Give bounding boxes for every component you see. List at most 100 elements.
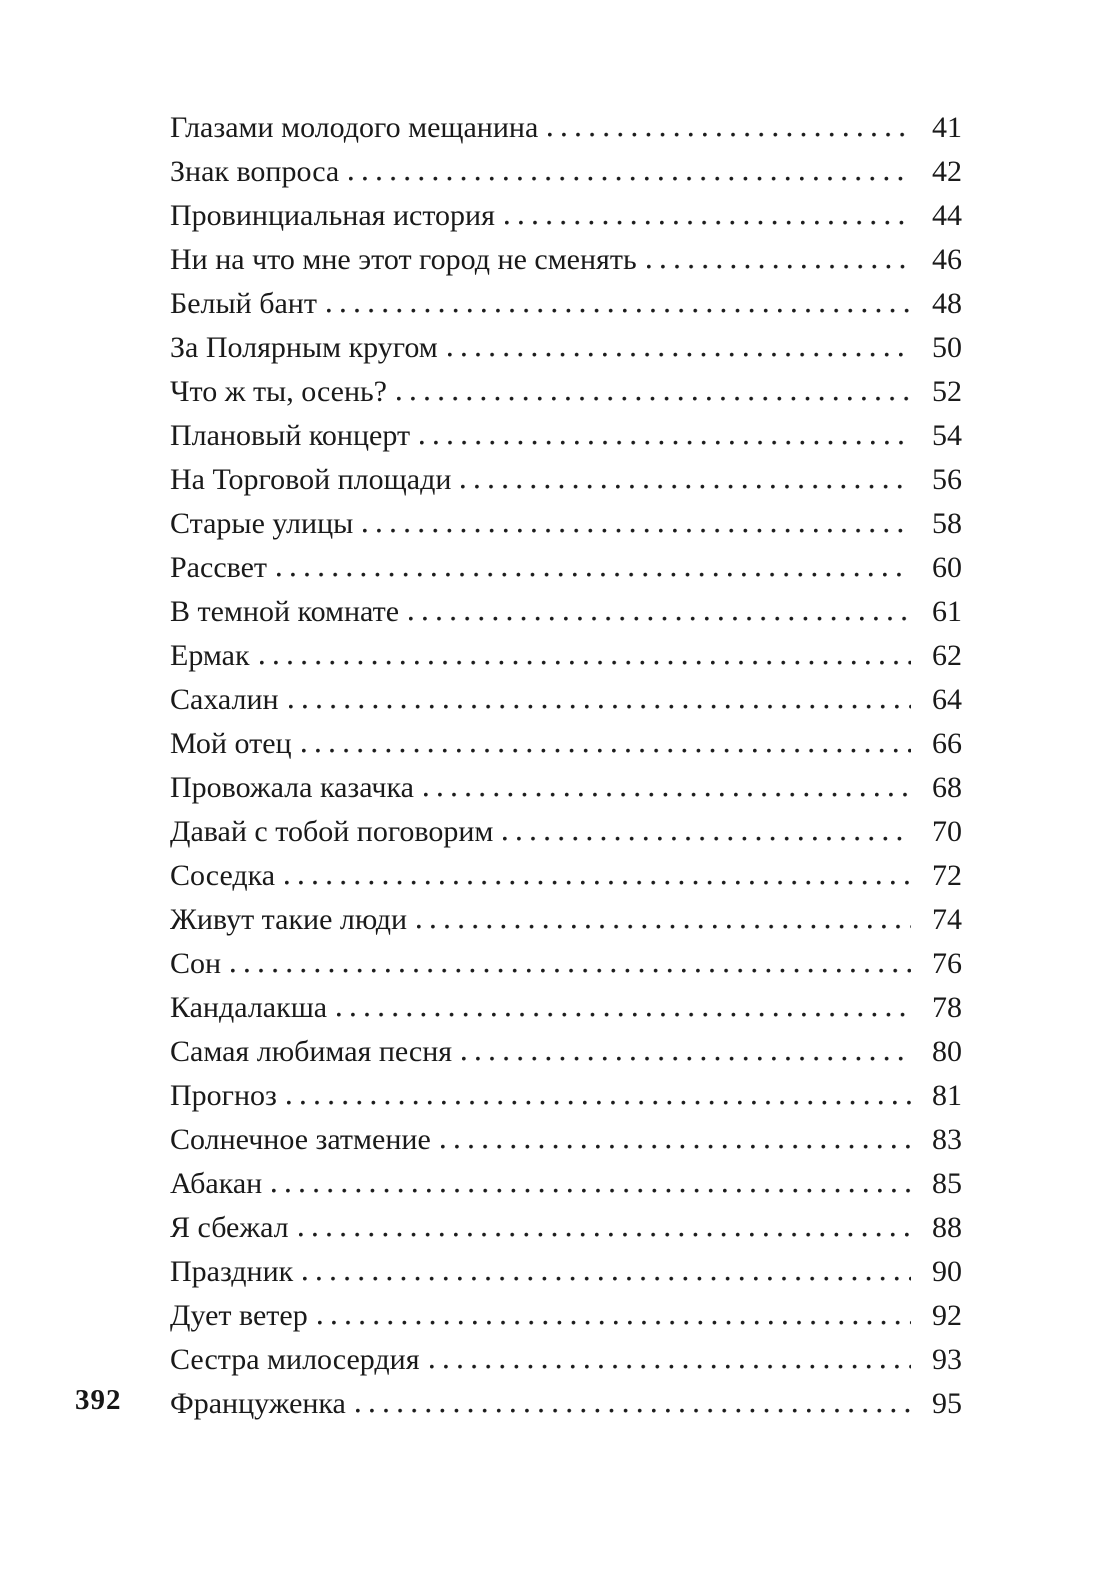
toc-entry-page: 76	[932, 947, 962, 980]
dot-leader	[461, 484, 911, 489]
dot-leader	[423, 792, 911, 797]
dot-leader	[462, 1056, 911, 1061]
toc-entry: Белый бант 48	[170, 282, 962, 326]
toc-entry-page: 74	[932, 903, 962, 936]
toc-entry: В темной комнате 61	[170, 590, 962, 634]
toc-entry: Я сбежал 88	[170, 1206, 962, 1250]
toc-entry-title: Кандалакша	[170, 991, 328, 1024]
toc-entry-title: Праздник	[170, 1255, 294, 1288]
toc-entry: Сахалин 64	[170, 678, 962, 722]
toc-entry-title: За Полярным кругом	[170, 331, 438, 364]
toc-entry: Провожала казачка 68	[170, 766, 962, 810]
toc-entry-page: 54	[932, 419, 962, 452]
toc-entry: Провинциальная история 44	[170, 194, 962, 238]
dot-leader	[420, 440, 911, 445]
toc-entry-title: Плановый концерт	[170, 419, 411, 452]
dot-leader	[440, 1144, 911, 1149]
dot-leader	[548, 132, 911, 137]
dot-leader	[288, 704, 911, 709]
toc-entry-title: Мой отец	[170, 727, 292, 760]
toc-entry: Праздник 90	[170, 1250, 962, 1294]
toc-entry-page: 83	[932, 1123, 962, 1156]
dot-leader	[285, 880, 911, 885]
toc-entry-page: 78	[932, 991, 962, 1024]
toc-entry-title: Провожала казачка	[170, 771, 414, 804]
toc-entry: За Полярным кругом 50	[170, 326, 962, 370]
toc-entry-title: Рассвет	[170, 551, 268, 584]
toc-entry-title: Белый бант	[170, 287, 317, 320]
toc-entry-page: 88	[932, 1211, 962, 1244]
toc-entry-title: В темной комнате	[170, 595, 400, 628]
toc-entry: Кандалакша 78	[170, 986, 962, 1030]
toc-entry-title: Сон	[170, 947, 222, 980]
toc-entry-page: 64	[932, 683, 962, 716]
toc-entry: Что ж ты, осень? 52	[170, 370, 962, 414]
toc-entry-page: 56	[932, 463, 962, 496]
toc-entry: Сон 76	[170, 942, 962, 986]
toc-entry: Ермак 62	[170, 634, 962, 678]
toc-entry-page: 44	[932, 199, 962, 232]
page-folio: 392	[75, 1384, 122, 1416]
toc-entry-page: 52	[932, 375, 962, 408]
toc-entry-title: Сестра милосердия	[170, 1343, 420, 1376]
toc-entry-page: 90	[932, 1255, 962, 1288]
toc-entry: Сестра милосердия 93	[170, 1338, 962, 1382]
toc-entry-title: Глазами молодого мещанина	[170, 111, 539, 144]
toc-entry-title: Прогноз	[170, 1079, 277, 1112]
toc-entry: Абакан 85	[170, 1162, 962, 1206]
dot-leader	[363, 528, 911, 533]
dot-leader	[259, 660, 911, 665]
dot-leader	[504, 220, 911, 225]
toc-entry-page: 80	[932, 1035, 962, 1068]
toc-entry-page: 46	[932, 243, 962, 276]
toc-entry: Знак вопроса 42	[170, 150, 962, 194]
toc-entry: Глазами молодого мещанина 41	[170, 106, 962, 150]
dot-leader	[503, 836, 911, 841]
toc-entry: Давай с тобой поговорим 70	[170, 810, 962, 854]
dot-leader	[298, 1232, 911, 1237]
toc-entry-title: Француженка	[170, 1387, 346, 1420]
toc-entry: Дует ветер 92	[170, 1294, 962, 1338]
dot-leader	[417, 924, 911, 929]
toc-entry: Рассвет 60	[170, 546, 962, 590]
dot-leader	[272, 1188, 911, 1193]
toc-entry-page: 58	[932, 507, 962, 540]
dot-leader	[447, 352, 911, 357]
toc-entry-page: 66	[932, 727, 962, 760]
toc-entry-title: На Торговой площади	[170, 463, 452, 496]
toc-entry: На Торговой площади 56	[170, 458, 962, 502]
toc-entry-page: 92	[932, 1299, 962, 1332]
toc-entry-title: Сахалин	[170, 683, 279, 716]
toc-entry-title: Что ж ты, осень?	[170, 375, 388, 408]
dot-leader	[429, 1364, 911, 1369]
dot-leader	[646, 264, 911, 269]
toc-entry-title: Абакан	[170, 1167, 263, 1200]
toc-entry-page: 68	[932, 771, 962, 804]
toc-entry: Соседка 72	[170, 854, 962, 898]
dot-leader	[349, 176, 911, 181]
toc-entry-page: 72	[932, 859, 962, 892]
dot-leader	[317, 1320, 911, 1325]
toc-entry-page: 95	[932, 1387, 962, 1420]
toc-entry-title: Провинциальная история	[170, 199, 495, 232]
toc-entry-page: 62	[932, 639, 962, 672]
toc-entry: Старые улицы 58	[170, 502, 962, 546]
toc-entry-page: 41	[932, 111, 962, 144]
toc-entry: Мой отец 66	[170, 722, 962, 766]
dot-leader	[337, 1012, 911, 1017]
toc-entry-page: 81	[932, 1079, 962, 1112]
toc-entry-title: Давай с тобой поговорим	[170, 815, 494, 848]
toc-entry: Ни на что мне этот город не сменять 46	[170, 238, 962, 282]
toc-entry-page: 48	[932, 287, 962, 320]
toc-entry-page: 93	[932, 1343, 962, 1376]
toc-entry-title: Солнечное затмение	[170, 1123, 431, 1156]
dot-leader	[326, 308, 911, 313]
toc-entry: Солнечное затмение 83	[170, 1118, 962, 1162]
dot-leader	[286, 1100, 911, 1105]
toc-entry-title: Живут такие люди	[170, 903, 408, 936]
toc-entry-title: Знак вопроса	[170, 155, 340, 188]
dot-leader	[303, 1276, 911, 1281]
dot-leader	[277, 572, 911, 577]
toc-entry: Француженка 95	[170, 1382, 962, 1426]
toc-list: Глазами молодого мещанина 41 Знак вопрос…	[170, 106, 962, 1426]
